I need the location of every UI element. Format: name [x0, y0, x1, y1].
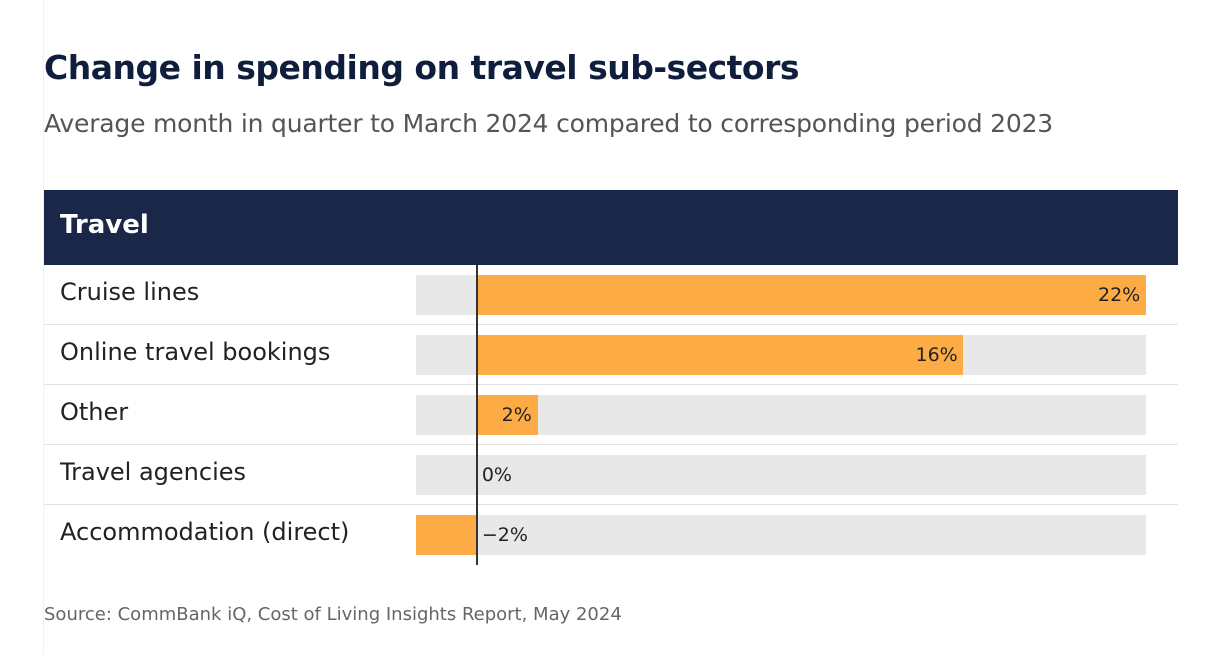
- category-label: Travel agencies: [60, 458, 247, 486]
- category-label: Other: [60, 398, 129, 426]
- bar-row: Accommodation (direct) −2%: [44, 505, 1178, 565]
- bar-row: Other 2%: [44, 385, 1178, 445]
- category-label: Accommodation (direct): [60, 518, 350, 546]
- bar: [476, 395, 538, 435]
- bar: [416, 515, 477, 555]
- value-label: 22%: [1098, 284, 1141, 306]
- bar: [476, 335, 964, 375]
- value-label: 0%: [481, 464, 512, 486]
- group-header: Travel: [44, 190, 1178, 265]
- bar-rows: Cruise lines 22% Online travel bookings 16%…: [44, 265, 1178, 565]
- left-border: [43, 0, 44, 654]
- bar-track: 22%: [416, 275, 1146, 315]
- bar-track: 16%: [416, 335, 1146, 375]
- bar: [476, 275, 1146, 315]
- bar-row: Travel agencies 0%: [44, 445, 1178, 505]
- category-label: Cruise lines: [60, 278, 200, 306]
- chart-title: Change in spending on travel sub-sectors: [44, 48, 800, 87]
- zero-axis-line: [475, 265, 478, 565]
- value-label: 2%: [501, 404, 532, 426]
- bar-track: 2%: [416, 395, 1146, 435]
- chart-subtitle: Average month in quarter to March 2024 c…: [44, 109, 1053, 138]
- value-label: −2%: [481, 524, 528, 546]
- bar-row: Online travel bookings 16%: [44, 325, 1178, 385]
- bar-track: −2%: [416, 515, 1146, 555]
- value-label: 16%: [915, 344, 958, 366]
- category-label: Online travel bookings: [60, 338, 331, 366]
- bar-row: Cruise lines 22%: [44, 265, 1178, 325]
- bar-track: 0%: [416, 455, 1146, 495]
- source-note: Source: CommBank iQ, Cost of Living Insi…: [44, 604, 622, 625]
- group-header-label: Travel: [60, 210, 149, 240]
